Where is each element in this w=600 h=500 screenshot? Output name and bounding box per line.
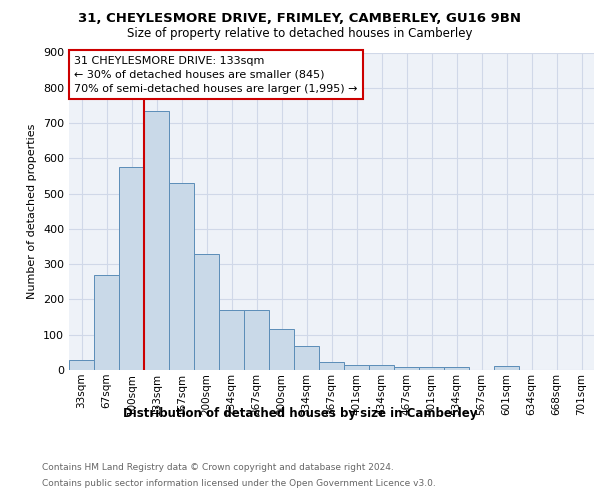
Text: Size of property relative to detached houses in Camberley: Size of property relative to detached ho…: [127, 28, 473, 40]
Bar: [169, 183, 194, 370]
Bar: [69, 360, 94, 370]
Bar: [444, 367, 469, 370]
Text: 31 CHEYLESMORE DRIVE: 133sqm
← 30% of detached houses are smaller (845)
70% of s: 31 CHEYLESMORE DRIVE: 133sqm ← 30% of de…: [74, 56, 358, 94]
Bar: [494, 366, 519, 370]
Bar: [194, 254, 219, 370]
Bar: [419, 367, 444, 370]
Bar: [269, 330, 294, 370]
Bar: [144, 110, 169, 370]
Bar: [119, 167, 144, 370]
Text: Distribution of detached houses by size in Camberley: Distribution of detached houses by size …: [123, 408, 477, 420]
Bar: [369, 365, 394, 370]
Bar: [394, 367, 419, 370]
Text: Contains HM Land Registry data © Crown copyright and database right 2024.: Contains HM Land Registry data © Crown c…: [42, 464, 394, 472]
Bar: [294, 346, 319, 370]
Bar: [344, 365, 369, 370]
Bar: [219, 310, 244, 370]
Text: 31, CHEYLESMORE DRIVE, FRIMLEY, CAMBERLEY, GU16 9BN: 31, CHEYLESMORE DRIVE, FRIMLEY, CAMBERLE…: [79, 12, 521, 26]
Bar: [244, 310, 269, 370]
Y-axis label: Number of detached properties: Number of detached properties: [28, 124, 37, 299]
Text: Contains public sector information licensed under the Open Government Licence v3: Contains public sector information licen…: [42, 478, 436, 488]
Bar: [94, 275, 119, 370]
Bar: [319, 362, 344, 370]
